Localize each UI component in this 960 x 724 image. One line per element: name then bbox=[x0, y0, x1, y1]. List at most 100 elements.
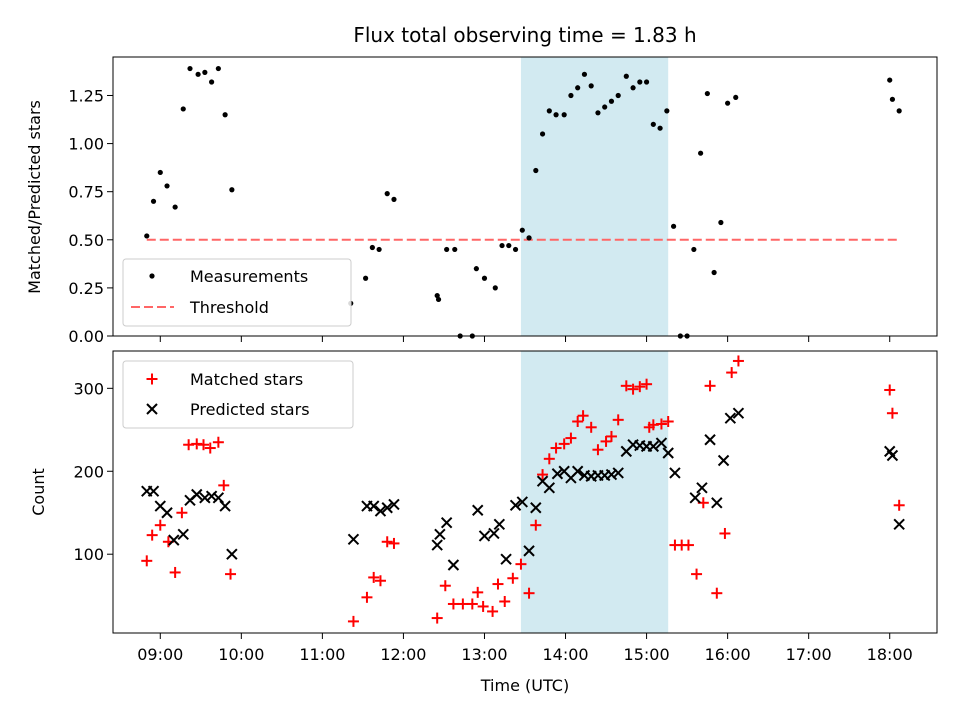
measurement-point bbox=[519, 227, 525, 233]
matched-star-point bbox=[543, 453, 555, 465]
matched-star-point bbox=[523, 587, 535, 599]
y-tick-label: 100 bbox=[73, 545, 104, 564]
measurement-point bbox=[637, 79, 643, 85]
matched-star-point bbox=[550, 442, 562, 454]
top-x-ticks bbox=[159, 336, 891, 342]
matched-star-point bbox=[691, 568, 703, 580]
measurement-point bbox=[568, 92, 574, 99]
measurement-point bbox=[369, 244, 375, 251]
predicted-star-point bbox=[147, 485, 160, 497]
matched-star-point bbox=[634, 381, 646, 393]
matched-star-point bbox=[431, 612, 443, 624]
measurement-point bbox=[195, 71, 201, 77]
matched-star-point bbox=[487, 605, 499, 617]
x-tick-label: 09:00 bbox=[137, 645, 183, 664]
predicted-star-point bbox=[226, 548, 238, 560]
legend-predicted-label: Predicted stars bbox=[190, 400, 310, 419]
predicted-star-point bbox=[509, 499, 522, 511]
measurement-point bbox=[581, 71, 588, 77]
bottom-legend-box bbox=[122, 360, 354, 429]
predicted-star-point bbox=[711, 497, 723, 509]
legend-x-glyph bbox=[146, 403, 158, 415]
measurement-point bbox=[452, 246, 458, 253]
legend-matched-marker bbox=[146, 373, 158, 385]
predicted-star-point bbox=[669, 467, 681, 479]
x-tick-label: 13:00 bbox=[461, 645, 507, 664]
matched-star-point bbox=[447, 598, 459, 610]
measurement-point bbox=[575, 85, 581, 91]
predicted-star-point bbox=[388, 498, 400, 511]
predicted-star-point bbox=[488, 527, 500, 540]
top-y-ticks: 0.00 0.25 0.50 0.75 1.00 1.25 bbox=[68, 86, 113, 346]
legend-predicted-marker bbox=[146, 403, 158, 415]
matched-star-point bbox=[477, 600, 489, 612]
measurement-point bbox=[150, 198, 157, 204]
measurement-point bbox=[215, 65, 221, 72]
count-points bbox=[141, 355, 905, 627]
measurement-point bbox=[553, 112, 559, 118]
matched-star-point bbox=[507, 572, 519, 584]
predicted-star-point bbox=[381, 502, 393, 514]
matched-star-point bbox=[893, 499, 905, 511]
measurement-point bbox=[533, 167, 539, 174]
measurement-point bbox=[384, 191, 390, 197]
measurement-point bbox=[481, 275, 488, 281]
measurement-point bbox=[376, 246, 382, 253]
predicted-star-point bbox=[472, 504, 484, 516]
measurement-point bbox=[691, 246, 697, 253]
matched-star-point bbox=[655, 418, 667, 430]
predicted-star-point bbox=[662, 447, 674, 459]
matched-star-point bbox=[537, 469, 549, 481]
measurement-point bbox=[492, 285, 498, 291]
predicted-star-point bbox=[655, 437, 668, 449]
measurement-point bbox=[595, 110, 601, 116]
matched-star-point bbox=[662, 416, 674, 427]
matched-star-point bbox=[212, 436, 224, 448]
matched-star-point bbox=[472, 586, 484, 598]
predicted-star-point bbox=[447, 559, 460, 571]
measurement-point bbox=[733, 94, 739, 101]
measurement-point bbox=[512, 246, 519, 253]
measurement-point bbox=[202, 69, 208, 75]
measurement-point bbox=[889, 96, 896, 102]
matched-star-point bbox=[374, 575, 386, 587]
matched-star-point bbox=[572, 416, 584, 427]
matched-star-point bbox=[198, 439, 210, 451]
measurement-point bbox=[887, 77, 893, 83]
x-tick-label: 15:00 bbox=[624, 645, 670, 664]
measurement-point bbox=[526, 235, 532, 241]
top-legend: Measurements Threshold bbox=[122, 258, 352, 327]
measurement-point bbox=[499, 242, 505, 249]
measurement-point bbox=[444, 246, 450, 253]
x-tick-label: 12:00 bbox=[380, 645, 426, 664]
measurement-point bbox=[718, 219, 724, 226]
measurement-point bbox=[435, 296, 442, 303]
y-tick-label: 200 bbox=[73, 462, 104, 481]
predicted-star-point bbox=[732, 407, 745, 419]
matched-star-point bbox=[457, 598, 469, 610]
measurement-point bbox=[473, 266, 479, 272]
measurement-point bbox=[664, 108, 670, 114]
matched-star-point bbox=[732, 355, 744, 367]
measurement-point bbox=[602, 104, 608, 110]
predicted-star-point bbox=[571, 465, 584, 477]
x-tick-label: 14:00 bbox=[542, 645, 588, 664]
bottom-x-ticks: 09:00 10:00 11:00 12:00 13:00 14:00 15:00 16:00… bbox=[137, 633, 913, 664]
matched-star-point bbox=[577, 410, 589, 422]
predicted-star-point bbox=[434, 528, 446, 541]
measurement-point bbox=[187, 65, 193, 72]
measurement-point bbox=[711, 269, 717, 276]
matched-star-point bbox=[641, 378, 653, 390]
top-plot-frame bbox=[112, 56, 938, 337]
measurement-point bbox=[391, 196, 397, 202]
predicted-star-point bbox=[191, 488, 203, 501]
measurement-point bbox=[725, 100, 731, 106]
matched-star-point bbox=[719, 527, 731, 539]
predicted-star-point bbox=[500, 553, 512, 565]
matched-star-point bbox=[726, 367, 738, 379]
y-tick-label: 300 bbox=[73, 379, 104, 398]
predicted-star-point bbox=[205, 490, 218, 502]
measurement-point bbox=[546, 108, 552, 114]
bottom-shaded-interval bbox=[520, 351, 669, 633]
